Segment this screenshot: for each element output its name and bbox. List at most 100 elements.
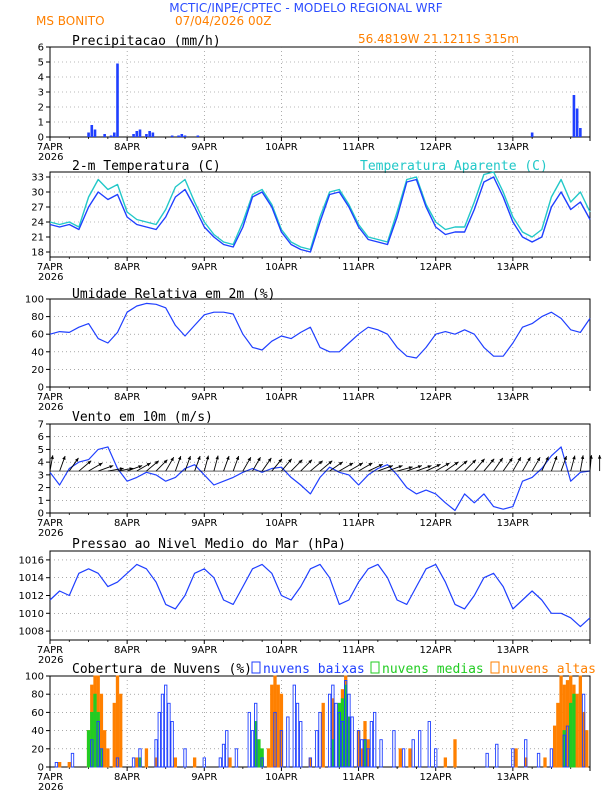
wind-arrowhead [358, 463, 363, 467]
y-tick-label: 6 [38, 432, 44, 443]
wind-arrowhead [368, 463, 373, 467]
cloud-low-bar [427, 721, 431, 768]
cloud-low-bar [340, 721, 345, 768]
wind-arrowhead [417, 465, 422, 469]
cloud-mid-bar [86, 730, 91, 768]
wind-arrowhead [463, 460, 468, 465]
cloud-low-bar [379, 739, 383, 768]
x-tick-label: 10APR [265, 518, 298, 529]
precip-bar [575, 108, 579, 137]
wind-arrowhead [197, 456, 201, 460]
x-tick-label: 13APR [497, 518, 530, 529]
x-tick-label: 12APR [419, 772, 452, 783]
x-tick-label: 10APR [265, 645, 298, 656]
cloud-low-bar [372, 711, 377, 768]
y-tick-label: 5 [38, 445, 44, 456]
wind-title: Vento em 10m (m/s) [72, 410, 213, 425]
temp-line [49, 176, 591, 253]
cloud-low-bar [347, 693, 351, 768]
cloud-low-bar [337, 711, 341, 768]
y-tick-label: 6 [38, 43, 44, 54]
cloud-low-bar [366, 748, 370, 768]
y-tick-label: 1014 [19, 573, 44, 584]
y-tick-label: 100 [25, 672, 44, 683]
x-tick-label: 7APR [37, 518, 63, 529]
x-tick-label: 7APR [37, 772, 63, 783]
precip-bar [572, 95, 576, 137]
panel-frame [49, 298, 591, 388]
wind-arrowhead [508, 457, 513, 462]
cloud-high-bar [144, 748, 149, 768]
cloud-high-bar [102, 730, 107, 768]
cloud-low-bar [279, 730, 284, 768]
wind-arrowhead [318, 460, 323, 465]
y-tick-label: 80 [31, 690, 44, 701]
x-tick-label: 9APR [191, 518, 217, 529]
cloud-high-bar [556, 702, 560, 768]
cloud-low-bar [331, 684, 335, 768]
precip-bar [530, 132, 534, 137]
x-tick-label: 11APR [342, 518, 375, 529]
header-title: MCTIC/INPE/CPTEC - MODELO REGIONAL WRF [169, 1, 442, 15]
cloud-low-bar [356, 730, 361, 768]
wind-arrowhead [235, 456, 240, 460]
wind-arrowhead [589, 455, 593, 459]
cloud-low-bar [160, 693, 165, 768]
x-tick-label: 13APR [497, 262, 530, 273]
wind-arrowhead [278, 458, 283, 463]
wind-arrowhead [267, 457, 272, 462]
cloud-low-bar [167, 702, 171, 768]
y-tick-label: 100 [25, 295, 44, 306]
cloud-low-bar [363, 739, 367, 768]
pressure-title: Pressao ao Nivel Medio do Mar (hPa) [72, 537, 346, 552]
cloud-low-bar [392, 730, 396, 768]
cloud-high-bar [67, 762, 71, 768]
legend-high: nuvens altas [502, 662, 596, 677]
cloud-high-bar [106, 748, 110, 768]
y-tick-label: 0 [38, 383, 44, 394]
cloud-low-bar [295, 702, 300, 768]
cloud-low-bar [360, 739, 364, 768]
cloud-low-bar [315, 730, 319, 768]
precip-bar [177, 135, 180, 137]
x-tick-label: 9APR [191, 392, 217, 403]
precip-bar [103, 134, 106, 137]
x-tick-label: 10APR [265, 392, 298, 403]
y-tick-label: 1 [38, 496, 44, 507]
x-year-label: 2026 [38, 402, 63, 413]
precip-bar [145, 134, 148, 137]
cloud-low-bar [131, 757, 136, 768]
x-tick-label: 8APR [114, 772, 140, 783]
x-tick-label: 8APR [114, 645, 140, 656]
cloud-low-bar [250, 730, 255, 768]
pressure-line [49, 563, 591, 628]
wind-arrowhead [338, 461, 343, 466]
cloud-low-bar [511, 748, 515, 768]
wind-arrowhead [163, 459, 168, 464]
wind-arrowhead [554, 456, 558, 460]
cloud-low-bar [495, 743, 499, 768]
cloud-low-bar [54, 762, 59, 768]
precip-bar [196, 135, 200, 137]
y-tick-label: 3 [38, 470, 44, 481]
apparent-temp-legend: Temperatura Aparente (C) [360, 159, 548, 174]
x-tick-label: 11APR [342, 645, 375, 656]
legend-mid-box [370, 661, 380, 674]
x-year-label: 2026 [38, 655, 63, 666]
y-tick-label: 60 [31, 708, 44, 719]
cloud-low-bar [536, 752, 541, 768]
x-tick-label: 8APR [114, 142, 140, 153]
wind-arrowhead [257, 457, 261, 462]
cloud-low-bar [581, 693, 586, 768]
y-tick-label: 21 [31, 233, 44, 244]
precip-bar [183, 135, 187, 137]
x-tick-label: 13APR [497, 392, 530, 403]
wind-arrowhead [75, 457, 79, 462]
x-tick-label: 8APR [114, 518, 140, 529]
precip-bar [135, 131, 139, 137]
wind-arrowhead [580, 455, 585, 460]
wind-arrowhead [490, 458, 495, 463]
precip-bar [109, 135, 113, 137]
wind-arrowhead [154, 460, 159, 465]
